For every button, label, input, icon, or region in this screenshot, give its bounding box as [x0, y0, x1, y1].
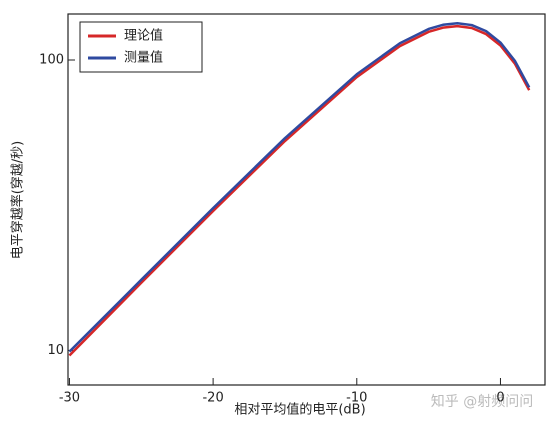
watermark: 知乎 @射频问问 — [431, 393, 533, 410]
legend-label: 测量值 — [124, 50, 163, 66]
plot-frame — [67, 13, 546, 386]
legend-label: 理论值 — [124, 28, 163, 44]
x-tick-label: 0 — [496, 391, 504, 406]
x-tick-label: -20 — [202, 391, 223, 406]
y-tick-label: 100 — [39, 52, 64, 67]
y-tick-label: 10 — [47, 343, 64, 358]
x-tick-label: -30 — [59, 391, 80, 406]
data-line — [68, 24, 531, 357]
y-axis-label: 电平穿越率(穿越/秒) — [10, 141, 26, 260]
x-tick-label: -10 — [346, 391, 367, 406]
legend-box — [79, 21, 203, 73]
x-axis-label: 相对平均值的电平(dB) — [234, 402, 365, 418]
data-line — [68, 22, 531, 353]
